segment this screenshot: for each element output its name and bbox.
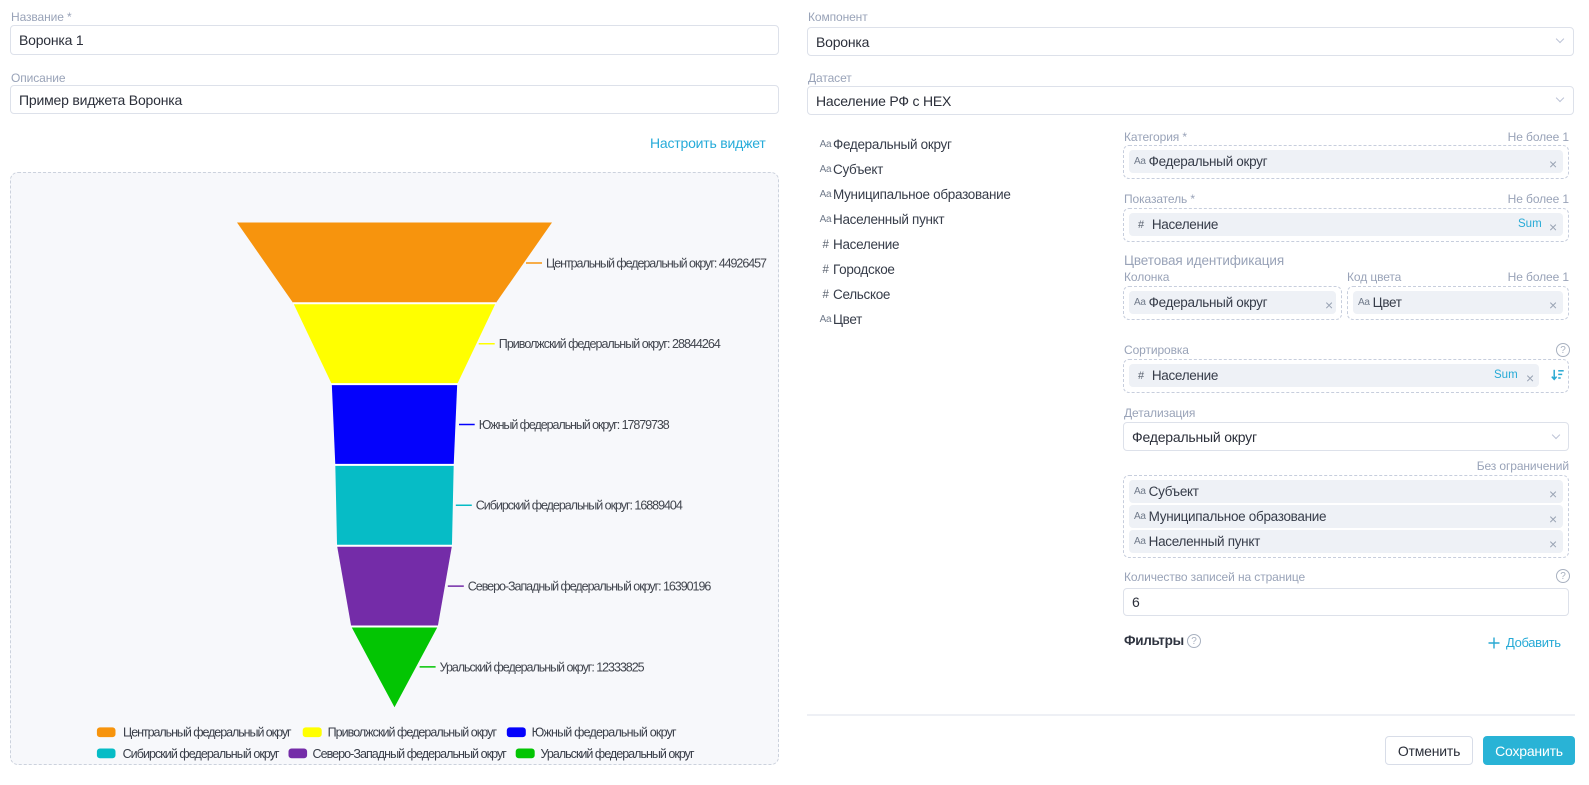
svg-text:Северо-Западный федеральный ок: Северо-Западный федеральный округ: 16390… (468, 580, 712, 594)
svg-text:Приволжский федеральный округ:: Приволжский федеральный округ: 28844264 (499, 337, 721, 351)
svg-text:Центральный федеральный округ:: Центральный федеральный округ: 44926457 (546, 256, 767, 270)
svg-text:Приволжский федеральный округ: Приволжский федеральный округ (328, 726, 498, 740)
svg-text:Южный федеральный округ: Южный федеральный округ (532, 726, 677, 740)
svg-text:Сибирский федеральный округ: 1: Сибирский федеральный округ: 16889404 (476, 499, 683, 513)
svg-text:Уральский федеральный округ: Уральский федеральный округ (541, 747, 695, 761)
svg-text:Южный федеральный округ: 17879: Южный федеральный округ: 17879738 (479, 418, 670, 432)
svg-text:Центральный федеральный округ: Центральный федеральный округ (123, 726, 292, 740)
svg-text:Северо-Западный федеральный ок: Северо-Западный федеральный округ (313, 747, 508, 761)
svg-text:Уральский федеральный округ: 1: Уральский федеральный округ: 12333825 (440, 660, 645, 674)
svg-text:Сибирский федеральный округ: Сибирский федеральный округ (123, 747, 280, 761)
